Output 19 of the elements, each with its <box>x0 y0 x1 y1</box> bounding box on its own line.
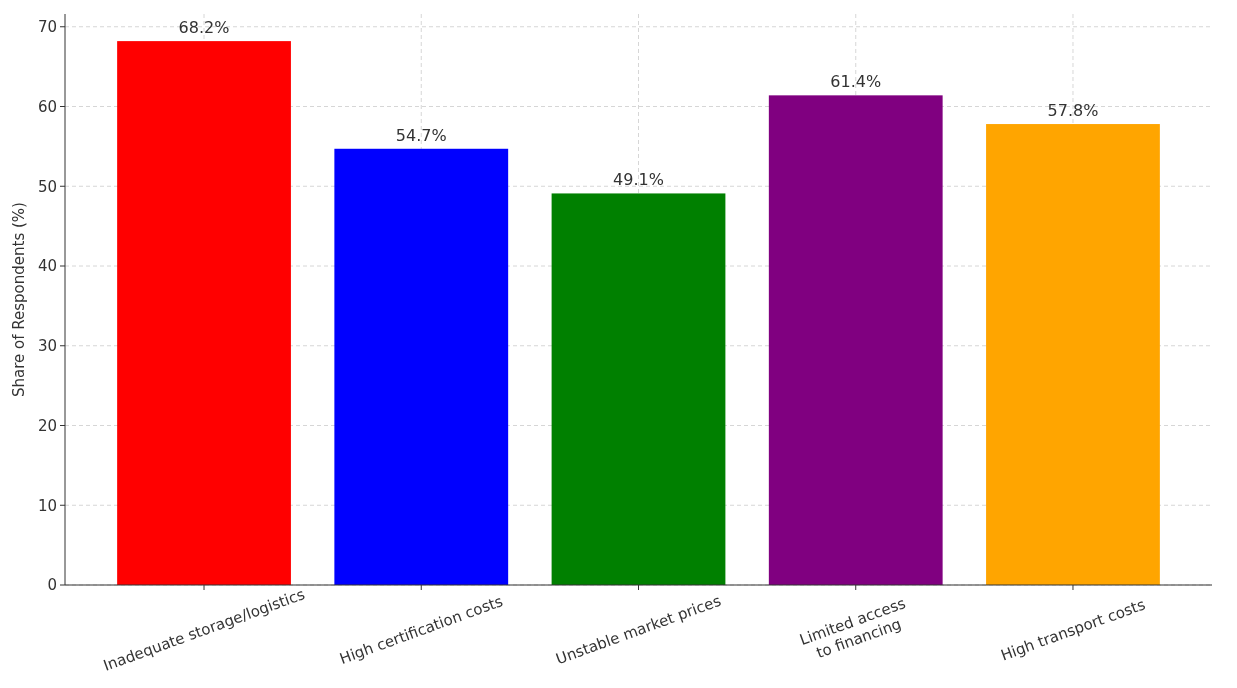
data-label: 61.4% <box>830 72 882 92</box>
data-label: 54.7% <box>395 125 447 145</box>
y-tick-label: 60 <box>37 97 57 116</box>
bar <box>986 124 1160 585</box>
y-tick-label: 70 <box>37 18 57 37</box>
bar <box>117 41 291 585</box>
bar <box>551 193 726 585</box>
y-tick-label: 50 <box>37 177 57 196</box>
bar <box>334 148 509 585</box>
y-tick-label: 30 <box>37 337 57 355</box>
data-label: 57.8% <box>1047 101 1099 121</box>
bar <box>768 95 943 585</box>
data-label: 68.2% <box>178 18 230 38</box>
y-tick-label: 20 <box>37 416 57 435</box>
y-tick-label: 10 <box>37 496 57 515</box>
data-label: 49.1% <box>613 170 664 190</box>
y-axis-title: Share of Respondents (%) <box>10 202 28 397</box>
y-tick-label: 0 <box>47 576 57 595</box>
y-tick-label: 40 <box>37 257 57 276</box>
